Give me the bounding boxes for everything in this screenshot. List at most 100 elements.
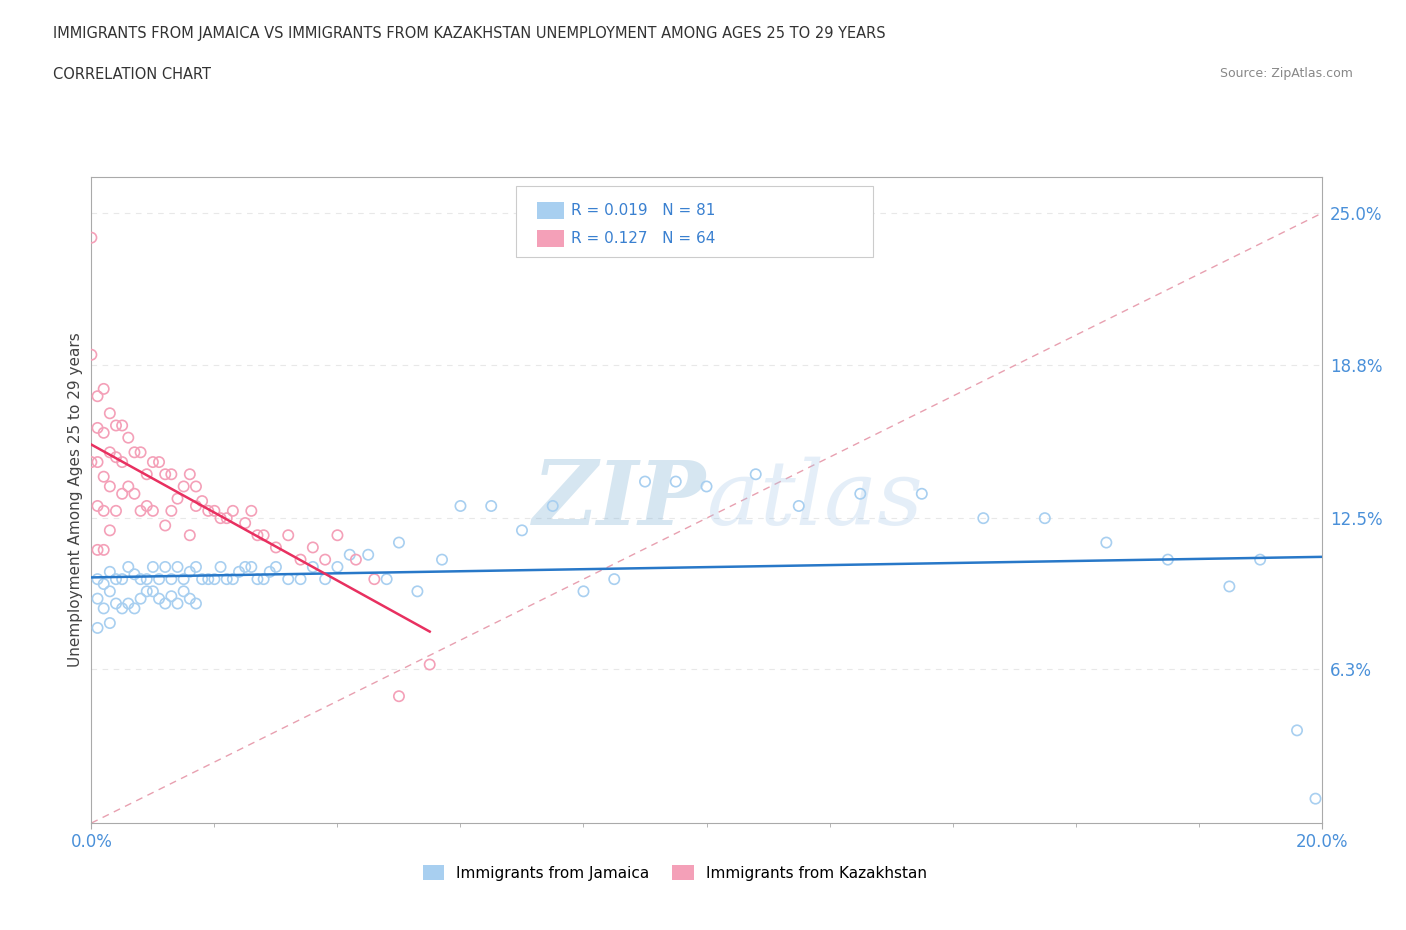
Point: [665, 474, 688, 489]
Point: [111, 418, 134, 433]
Point: [105, 572, 127, 587]
Point: [357, 548, 380, 563]
Point: [160, 572, 183, 587]
Point: [179, 467, 201, 482]
Point: [787, 498, 810, 513]
Point: [111, 486, 134, 501]
Point: [166, 596, 188, 611]
Point: [105, 596, 127, 611]
Point: [1095, 535, 1118, 550]
Point: [148, 455, 170, 470]
Point: [153, 467, 177, 482]
Point: [419, 658, 441, 672]
Point: [430, 552, 453, 567]
Point: [93, 503, 115, 518]
Point: [86, 591, 108, 606]
Point: [105, 418, 127, 433]
Point: [246, 572, 269, 587]
Point: [80, 455, 103, 470]
Point: [339, 548, 361, 563]
Point: [166, 491, 188, 506]
Point: [124, 566, 146, 581]
Point: [634, 474, 657, 489]
Point: [153, 596, 177, 611]
Point: [259, 565, 281, 579]
Point: [1249, 552, 1271, 567]
Point: [277, 572, 299, 587]
Point: [148, 572, 170, 587]
Point: [86, 620, 108, 635]
Text: atlas: atlas: [706, 457, 922, 543]
Point: [191, 572, 214, 587]
Point: [135, 498, 157, 513]
Point: [745, 467, 768, 482]
Text: Source: ZipAtlas.com: Source: ZipAtlas.com: [1219, 67, 1353, 80]
Point: [541, 498, 564, 513]
Point: [222, 572, 245, 587]
Point: [277, 528, 299, 543]
Point: [240, 503, 263, 518]
Point: [80, 347, 103, 362]
Point: [124, 486, 146, 501]
Point: [142, 455, 165, 470]
Point: [406, 584, 429, 599]
Point: [202, 503, 225, 518]
Point: [375, 572, 398, 587]
Point: [253, 528, 276, 543]
Point: [344, 552, 367, 567]
Point: [184, 498, 207, 513]
Point: [215, 572, 238, 587]
Point: [179, 591, 201, 606]
Point: [117, 479, 139, 494]
Point: [911, 486, 934, 501]
Point: [603, 572, 626, 587]
Point: [290, 552, 312, 567]
Point: [233, 515, 256, 530]
Point: [696, 479, 718, 494]
Point: [105, 450, 127, 465]
Point: [166, 560, 188, 575]
Point: [202, 572, 225, 587]
Point: [111, 572, 134, 587]
Point: [173, 584, 195, 599]
Point: [179, 565, 201, 579]
Point: [326, 560, 349, 575]
Point: [148, 591, 170, 606]
Point: [1033, 511, 1056, 525]
Text: CORRELATION CHART: CORRELATION CHART: [53, 67, 211, 82]
Point: [449, 498, 471, 513]
Point: [153, 560, 177, 575]
Point: [98, 616, 121, 631]
Point: [86, 572, 108, 587]
Point: [80, 231, 103, 246]
Point: [197, 572, 219, 587]
Point: [173, 572, 195, 587]
Point: [209, 560, 232, 575]
Text: R = 0.019   N = 81: R = 0.019 N = 81: [571, 203, 716, 218]
Point: [972, 511, 994, 525]
Bar: [537, 202, 564, 219]
Point: [117, 596, 139, 611]
Text: IMMIGRANTS FROM JAMAICA VS IMMIGRANTS FROM KAZAKHSTAN UNEMPLOYMENT AMONG AGES 25: IMMIGRANTS FROM JAMAICA VS IMMIGRANTS FR…: [53, 26, 886, 41]
Point: [142, 503, 165, 518]
Point: [1305, 791, 1327, 806]
Point: [124, 445, 146, 459]
Point: [117, 431, 139, 445]
Point: [388, 689, 411, 704]
Point: [264, 540, 287, 555]
Point: [93, 425, 115, 440]
Point: [209, 511, 232, 525]
Point: [93, 577, 115, 591]
Point: [326, 528, 349, 543]
Point: [129, 591, 152, 606]
Point: [86, 420, 108, 435]
Point: [222, 503, 245, 518]
Point: [135, 584, 157, 599]
Point: [160, 503, 183, 518]
Point: [1286, 723, 1309, 737]
Point: [264, 560, 287, 575]
Point: [388, 535, 411, 550]
Point: [849, 486, 872, 501]
Point: [93, 381, 115, 396]
Point: [240, 560, 263, 575]
